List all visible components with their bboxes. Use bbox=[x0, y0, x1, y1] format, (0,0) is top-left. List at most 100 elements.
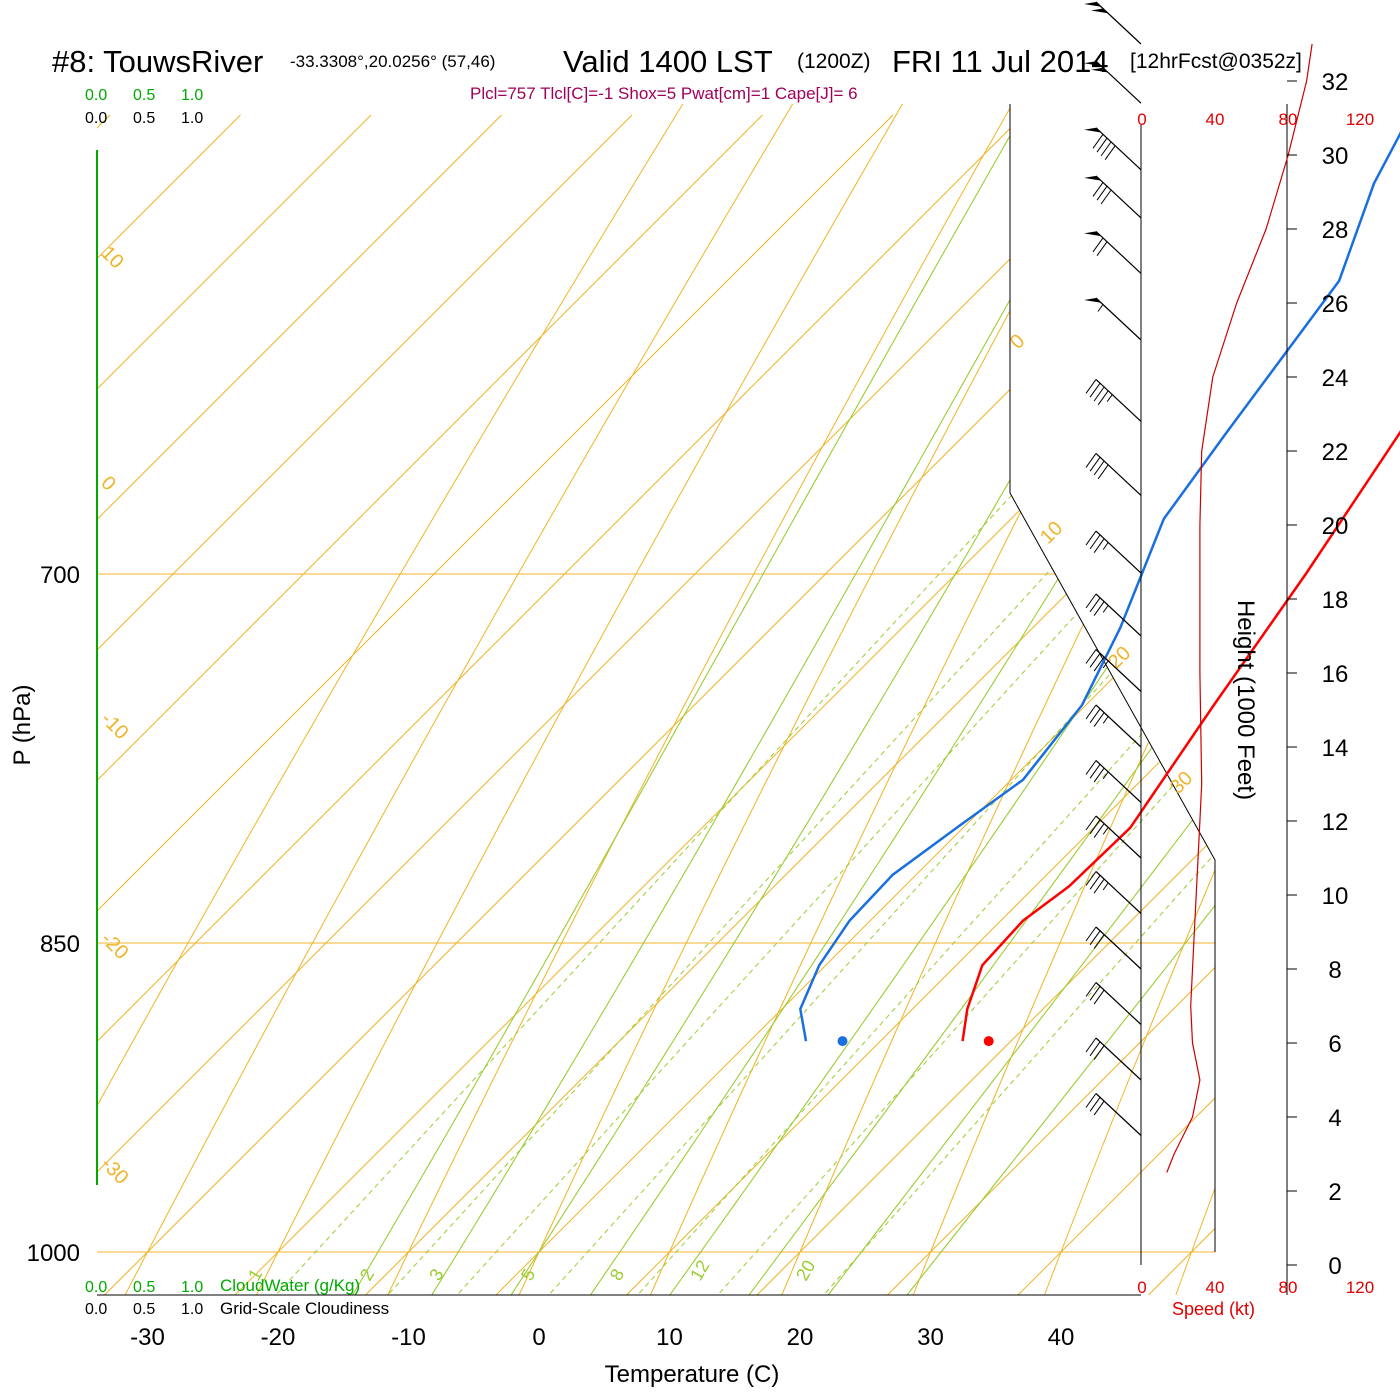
cloud-water-scale-label-bottom: 0.5 bbox=[133, 1279, 155, 1296]
mixing-ratio-line bbox=[246, 104, 1215, 1295]
temperature-tick-label: 20 bbox=[787, 1324, 814, 1351]
wind-barb-feather bbox=[1089, 875, 1101, 890]
height-tick-label: 6 bbox=[1328, 1031, 1341, 1058]
speed-tick-label-top: 40 bbox=[1206, 110, 1225, 129]
series-dewpoint-line bbox=[799, 131, 1400, 1042]
dry-adiabat-line bbox=[781, 104, 1215, 1295]
wind-barb-feather bbox=[1093, 1100, 1105, 1116]
mixing-ratio-label: 3 bbox=[425, 1265, 447, 1284]
wind-barb bbox=[1085, 982, 1142, 1025]
isotherm-line bbox=[495, 114, 1215, 1295]
wind-barb-half-feather bbox=[1102, 716, 1109, 724]
dry-adiabat-line bbox=[1044, 104, 1215, 1295]
cloud-water-scale-label: 1.0 bbox=[181, 87, 203, 104]
wind-barb-feather bbox=[1085, 1037, 1097, 1053]
wind-barb bbox=[1085, 760, 1142, 803]
wind-barb-staff bbox=[1095, 378, 1142, 422]
mixing-ratio-line bbox=[795, 104, 1215, 1295]
wind-barb-staff bbox=[1095, 760, 1142, 803]
wind-barb-half-feather bbox=[1106, 394, 1113, 402]
wind-barb-feather bbox=[1096, 137, 1108, 153]
wind-barb-feather bbox=[1085, 453, 1097, 468]
temperature-axis: -30 -20 -10 0 10 20 30 40 bbox=[130, 1324, 1074, 1351]
surface-temperature-point bbox=[983, 1036, 994, 1047]
isotherm-label: 0 bbox=[96, 472, 119, 495]
temperature-tick-label: -10 bbox=[391, 1324, 426, 1351]
height-tick-label: 2 bbox=[1328, 1179, 1341, 1206]
sounding-profiles bbox=[799, 131, 1400, 1047]
wind-barb-staff bbox=[1095, 1037, 1142, 1081]
isotherm-line bbox=[97, 114, 763, 1295]
height-axis-label: Height (1000 Feet) bbox=[1232, 600, 1259, 800]
wind-barb-staff bbox=[1095, 1093, 1142, 1136]
wind-barb-feather bbox=[1085, 1093, 1097, 1108]
wind-barb-feather bbox=[1085, 649, 1097, 664]
surface-dewpoint-point bbox=[837, 1036, 848, 1047]
height-tick-label: 20 bbox=[1322, 513, 1349, 540]
height-tick-label: 30 bbox=[1322, 143, 1349, 170]
isotherm-label: 10 bbox=[96, 242, 127, 273]
wind-barb-pennant bbox=[1084, 231, 1102, 237]
wind-barb bbox=[1085, 530, 1142, 574]
cloudiness-scale-label: 1.0 bbox=[181, 110, 203, 127]
wind-barb bbox=[1084, 1, 1142, 45]
plot-frame bbox=[96, 104, 1216, 1296]
wind-barb-feather bbox=[1085, 704, 1097, 720]
isotherm-label-right: 30 bbox=[1166, 767, 1197, 798]
wind-barb-half-feather bbox=[1102, 771, 1109, 780]
wind-barb-half-feather bbox=[1102, 605, 1109, 613]
wind-speed-profile-line bbox=[1166, 43, 1313, 1173]
dry-adiabat-line bbox=[124, 104, 799, 1295]
wind-barb-pennant bbox=[1084, 298, 1102, 303]
wind-barb-feather bbox=[1093, 601, 1105, 616]
height-tick-label: 22 bbox=[1322, 439, 1349, 466]
wind-barb-feather bbox=[1089, 1041, 1101, 1057]
moist-adiabat-line bbox=[333, 104, 1215, 1295]
dry-adiabat-line bbox=[649, 104, 1215, 1295]
wind-barb-feather bbox=[1092, 237, 1104, 253]
height-tick-label: 24 bbox=[1322, 365, 1349, 392]
wind-barb-half-feather bbox=[1102, 660, 1109, 669]
isotherm-line bbox=[97, 114, 1024, 1295]
height-tick-label: 12 bbox=[1322, 809, 1349, 836]
wind-barb-feather bbox=[1085, 926, 1097, 942]
wind-barb-staff bbox=[1095, 593, 1142, 637]
wind-barb-feather bbox=[1093, 386, 1105, 402]
isotherm-line bbox=[756, 114, 1215, 1295]
mixing-ratio-label: 8 bbox=[606, 1265, 628, 1284]
wind-barb bbox=[1084, 127, 1142, 171]
wind-barb-feather bbox=[1093, 767, 1105, 783]
speed-tick-label-bottom: 40 bbox=[1206, 1278, 1225, 1297]
wind-barb-feather bbox=[1100, 189, 1112, 205]
wind-barb-feather bbox=[1089, 930, 1101, 946]
wind-barb bbox=[1085, 1037, 1142, 1081]
speed-axis-label: Speed (kt) bbox=[1172, 1299, 1255, 1319]
wind-barb bbox=[1085, 593, 1142, 637]
pressure-tick-label: 1000 bbox=[27, 1240, 80, 1267]
height-tick-label: 8 bbox=[1328, 957, 1341, 984]
wind-barb-pennant bbox=[1084, 2, 1102, 7]
height-tick-label: 18 bbox=[1322, 587, 1349, 614]
wind-barb-feather bbox=[1092, 134, 1104, 149]
wind-barb-half-feather bbox=[1102, 882, 1109, 891]
wind-barb-feather bbox=[1085, 982, 1097, 997]
isotherm-line bbox=[887, 114, 1215, 1295]
wind-barb bbox=[1085, 926, 1142, 970]
cloudiness-scale-label-bottom: 0.5 bbox=[133, 1301, 155, 1318]
wind-barb-feather bbox=[1089, 597, 1101, 613]
wind-barb bbox=[1085, 1093, 1142, 1136]
dry-adiabat-line bbox=[387, 104, 1018, 1295]
cloudiness-label: Grid-Scale Cloudiness bbox=[220, 1299, 389, 1318]
wind-barb-feather bbox=[1093, 1045, 1105, 1060]
wind-barb-feather bbox=[1093, 460, 1105, 476]
wind-barb-staff bbox=[1095, 704, 1142, 748]
wind-barb-pennant bbox=[1084, 61, 1102, 66]
isotherm-line bbox=[626, 114, 1215, 1295]
pressure-tick-label: 700 bbox=[40, 562, 80, 589]
wind-barb-pennant bbox=[1084, 127, 1102, 133]
wind-barb-feather bbox=[1100, 141, 1112, 157]
wind-barb bbox=[1084, 60, 1142, 104]
wind-barb-staff bbox=[1095, 815, 1142, 859]
isotherm-line bbox=[234, 114, 1215, 1295]
